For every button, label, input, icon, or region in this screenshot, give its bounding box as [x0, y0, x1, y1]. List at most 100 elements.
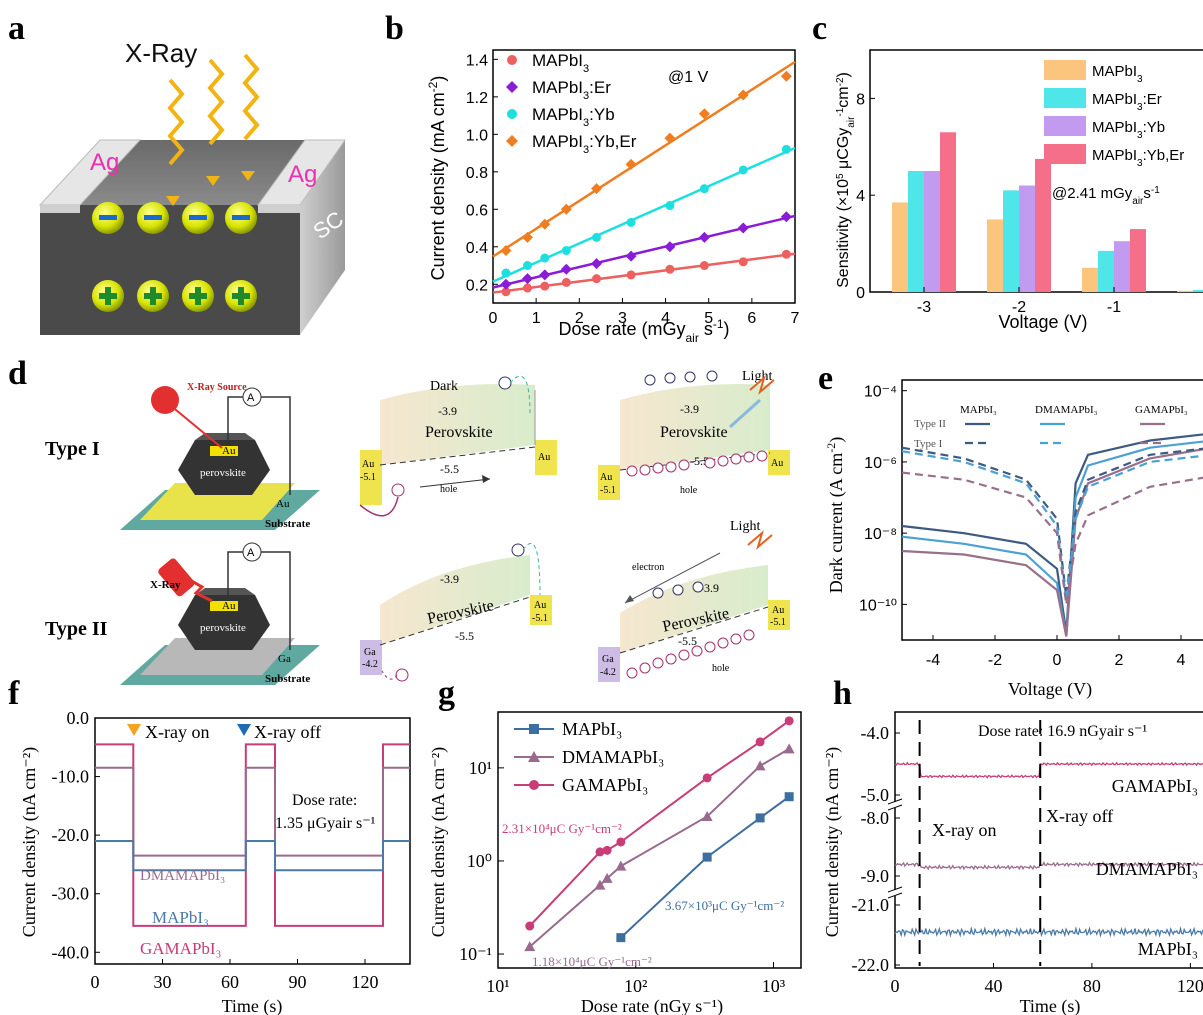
type2-xray-label: X-Ray — [150, 579, 181, 591]
chart-e-curve — [901, 448, 1203, 637]
type2-device: Au perovskite Ga Substrate A X-Ray — [120, 542, 320, 685]
band1-au-left: Au — [362, 459, 374, 470]
chart-b-ylabel: Current density (mA cm-2) — [426, 76, 448, 281]
chart-b-point — [539, 269, 551, 281]
chart-c-bar — [1035, 158, 1051, 292]
band3-cb: -3.9 — [440, 572, 459, 586]
panel-letter-c: c — [812, 10, 828, 47]
chart-h-axis-break-mark — [887, 886, 903, 893]
chart-b-ytick-label: 0.4 — [466, 240, 488, 257]
panel-d-schematic: Type I Type II Au perovskite Au Substrat… — [45, 369, 790, 685]
panel-letter-b: b — [385, 10, 404, 47]
chart-h-label-dma: DMAMAPbI₃ — [1096, 859, 1198, 879]
chart-h-ylabel: Current density (nA cm⁻²) — [822, 747, 843, 937]
chart-b-ytick-label: 1.4 — [466, 52, 488, 69]
band2-au-wf: -5.1 — [600, 485, 616, 496]
chart-b-legend-label: MAPbI3:Yb,Er — [532, 132, 637, 156]
chart-f-ytick-label: -40.0 — [52, 942, 90, 962]
chart-c-bar — [987, 219, 1003, 292]
chart-c-ytick-label: 8 — [856, 91, 865, 108]
chart-g-point — [594, 879, 606, 890]
band3-au: Au — [534, 600, 546, 611]
chart-e-curve — [901, 471, 1203, 605]
chart-g-fit-line — [620, 795, 790, 939]
chart-b-point — [522, 273, 534, 285]
xray-source-label: X-Ray Source — [187, 382, 247, 393]
chart-b-point — [501, 287, 511, 297]
chart-b-point — [737, 89, 749, 101]
chart-b-xtick-label: 4 — [661, 310, 670, 327]
chart-e-ytick-label: 10⁻⁸ — [864, 526, 897, 543]
chart-c-bar — [1114, 241, 1130, 292]
type1-au-top: Au — [222, 445, 236, 457]
xray-wave-icon — [167, 53, 260, 166]
xray-tube-icon — [158, 558, 195, 597]
chart-e-xtick-label: -4 — [926, 652, 940, 669]
chart-g-xtick-label: 10² — [624, 976, 647, 996]
band1-dark-label: Dark — [430, 379, 458, 394]
chart-f-ylabel: Current density (nA cm⁻²) — [19, 747, 40, 937]
chart-g-frame — [497, 711, 802, 969]
chart-g-point — [755, 737, 765, 747]
chart-f-xtick-label: 60 — [221, 972, 239, 992]
chart-b-point — [540, 281, 550, 291]
chart-e-curve — [901, 440, 1203, 637]
chart-g-point — [524, 941, 536, 952]
chart-h-ytick-label: -4.0 — [861, 723, 890, 743]
chart-g-xtick-label: 10¹ — [486, 976, 509, 996]
chart-b-point — [664, 241, 676, 253]
chart-h-ytick-label: -8.0 — [861, 808, 890, 828]
chart-g-point — [615, 860, 627, 871]
chart-b-point — [665, 201, 675, 211]
chart-b-point — [501, 268, 511, 278]
chart-b-fit-line — [492, 146, 796, 283]
chart-c-bar — [1082, 267, 1098, 292]
chart-e-xlabel: Voltage (V) — [1008, 679, 1092, 700]
chart-g-legend-marker — [529, 724, 539, 734]
panel-letter-h: h — [833, 675, 852, 712]
panel-letter-d: d — [8, 355, 27, 392]
chart-b-ytick-label: 1.2 — [466, 90, 488, 107]
panel-letter-e: e — [818, 360, 834, 397]
chart-b-xtick-label: 5 — [704, 310, 713, 327]
chart-b-xtick-label: 7 — [791, 310, 800, 327]
chart-b-point — [626, 270, 636, 280]
chart-f-xtick-label: 90 — [289, 972, 307, 992]
band2-cb: -3.9 — [680, 402, 699, 416]
crystal-front-face — [40, 205, 300, 335]
chart-h-axis-break — [889, 890, 901, 896]
chart-f-ytick-label: -20.0 — [52, 825, 90, 845]
chart-g-sens-dma: 1.18×10⁴μC Gy⁻¹cm⁻² — [532, 954, 652, 969]
chart-b-point — [592, 274, 602, 284]
chart-e-ytick-label: 10⁻⁶ — [864, 455, 897, 472]
ag-label-right: Ag — [288, 161, 317, 188]
chart-b-point — [561, 246, 571, 256]
chart-b-point — [738, 165, 748, 175]
chart-h-on-label: X-ray on — [932, 820, 996, 840]
chart-h-xtick-label: 40 — [984, 976, 1002, 996]
chart-b-annotation: @1 V — [668, 69, 709, 86]
chart-b-point — [699, 261, 709, 271]
chart-c-bar — [1098, 250, 1114, 292]
chart-b-point — [781, 249, 791, 259]
chart-g-ytick-label: 10⁰ — [467, 851, 492, 871]
chart-b-point — [737, 222, 749, 234]
chart-c-bar — [1193, 290, 1203, 292]
chart-b-frame — [492, 49, 796, 304]
chart-g-point — [702, 852, 712, 862]
band1-au-wf: -5.1 — [360, 472, 376, 483]
chart-b-legend-label: MAPbI3:Er — [532, 78, 611, 102]
chart-f-trace — [95, 766, 410, 857]
band1-vb: -5.5 — [440, 462, 459, 476]
hole-charges — [92, 280, 257, 312]
chart-c-legend-swatch — [1044, 60, 1086, 80]
chart-c-bar — [1019, 185, 1035, 292]
xray-off-label: X-ray off — [254, 722, 321, 742]
band3-ga-wf: -4.2 — [362, 659, 378, 670]
chart-b-point — [500, 278, 512, 290]
chart-f-label-ma: MAPbI₃ — [152, 908, 209, 927]
chart-b-legend-marker — [506, 81, 518, 93]
chart-c-legend-label: MAPbI3:Yb — [1092, 119, 1165, 141]
chart-h-xtick-label: 0 — [891, 976, 900, 996]
chart-b-point — [626, 217, 636, 227]
